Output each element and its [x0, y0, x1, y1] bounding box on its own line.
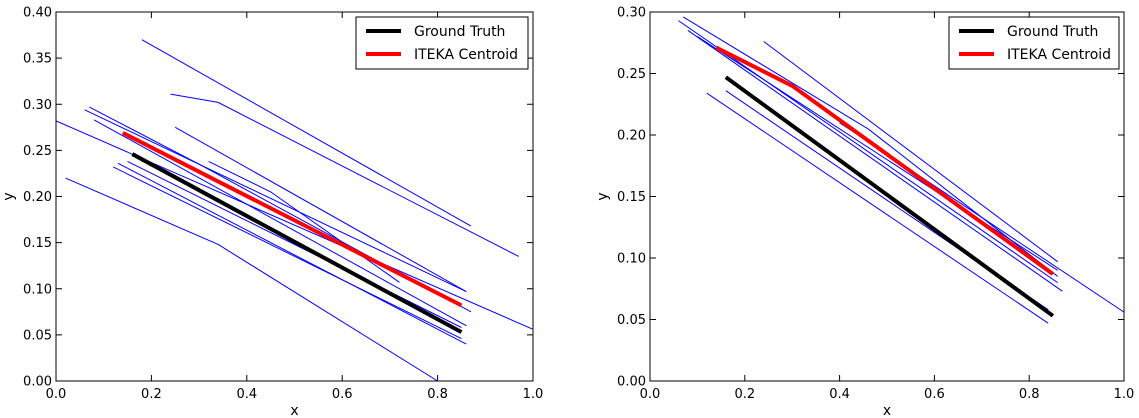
- y-tick-label: 0.25: [617, 67, 646, 82]
- x-tick-label: 0.6: [924, 387, 945, 402]
- legend: Ground Truth ITEKA Centroid: [355, 16, 529, 70]
- background-line: [678, 20, 1058, 284]
- y-tick-label: 0.30: [23, 98, 52, 113]
- x-tick-label: 0.4: [829, 387, 850, 402]
- x-axis-label: x: [290, 403, 298, 418]
- chart-1: 0.0 0.2 0.4 0.6 0.8 1.0 0.00 0.05 0.10 0.15 0.20 0.…: [1, 6, 543, 418]
- background-line: [141, 39, 472, 227]
- x-tick-label: 0.6: [332, 387, 353, 402]
- background-line: [84, 109, 467, 292]
- series-line-ground-truth: [724, 75, 1055, 318]
- y-tick-label: 0.00: [23, 375, 52, 390]
- x-tick-label: 0.8: [1019, 387, 1040, 402]
- y-tick-label: 0.25: [23, 144, 52, 159]
- background-line: [697, 36, 1058, 271]
- y-tick-label: 0.20: [617, 129, 646, 144]
- plot-area: [55, 11, 534, 382]
- legend-label: ITEKA Centroid: [1007, 47, 1111, 63]
- y-tick-label: 0.35: [23, 52, 52, 67]
- x-tick-label: 1.0: [1114, 387, 1135, 402]
- y-axis-label: y: [595, 192, 611, 200]
- y-tick-label: 0.30: [617, 6, 646, 21]
- background-line: [117, 162, 467, 345]
- background-line: [65, 177, 438, 382]
- x-tick-label: 0.4: [236, 387, 257, 402]
- legend-label: Ground Truth: [1007, 24, 1098, 40]
- background-line: [113, 166, 462, 340]
- x-tick-label: 0.2: [141, 387, 162, 402]
- y-tick-label: 0.10: [23, 282, 52, 297]
- legend-box: [355, 16, 529, 70]
- series-line-ground-truth: [131, 152, 463, 334]
- x-tick-label: 0.0: [640, 387, 661, 402]
- chart-2: 0.0 0.2 0.4 0.6 0.8 1.0 0.00 0.05 0.10 0.15 0.20 0.…: [595, 6, 1134, 418]
- x-tick-label: 0.8: [427, 387, 448, 402]
- y-tick-label: 0.05: [617, 313, 646, 328]
- background-line: [687, 30, 1063, 292]
- y-axis-label: y: [1, 192, 17, 200]
- background-line: [170, 93, 519, 257]
- y-tick-label: 0.15: [23, 236, 52, 251]
- y-tick-label: 0.15: [617, 190, 646, 205]
- y-tick-label: 0.00: [617, 375, 646, 390]
- y-tick-label: 0.05: [23, 328, 52, 343]
- series-line-iteka-centroid: [715, 45, 1055, 276]
- background-line: [763, 41, 1058, 263]
- y-tick-label: 0.10: [617, 252, 646, 267]
- background-line: [682, 16, 1058, 277]
- legend-label: ITEKA Centroid: [414, 47, 518, 63]
- y-tick-label: 0.20: [23, 190, 52, 205]
- x-tick-label: 1.0: [523, 387, 544, 402]
- series-line-iteka-centroid: [121, 131, 463, 308]
- y-tick-label: 0.40: [23, 6, 52, 21]
- background-line: [175, 126, 467, 292]
- x-tick-label: 0.0: [46, 387, 67, 402]
- legend-box: [948, 16, 1120, 70]
- legend: Ground Truth ITEKA Centroid: [948, 16, 1120, 70]
- background-line: [706, 92, 1049, 324]
- x-tick-label: 0.2: [734, 387, 755, 402]
- legend-label: Ground Truth: [414, 24, 505, 40]
- background-line: [93, 119, 467, 327]
- x-axis-label: x: [883, 403, 891, 418]
